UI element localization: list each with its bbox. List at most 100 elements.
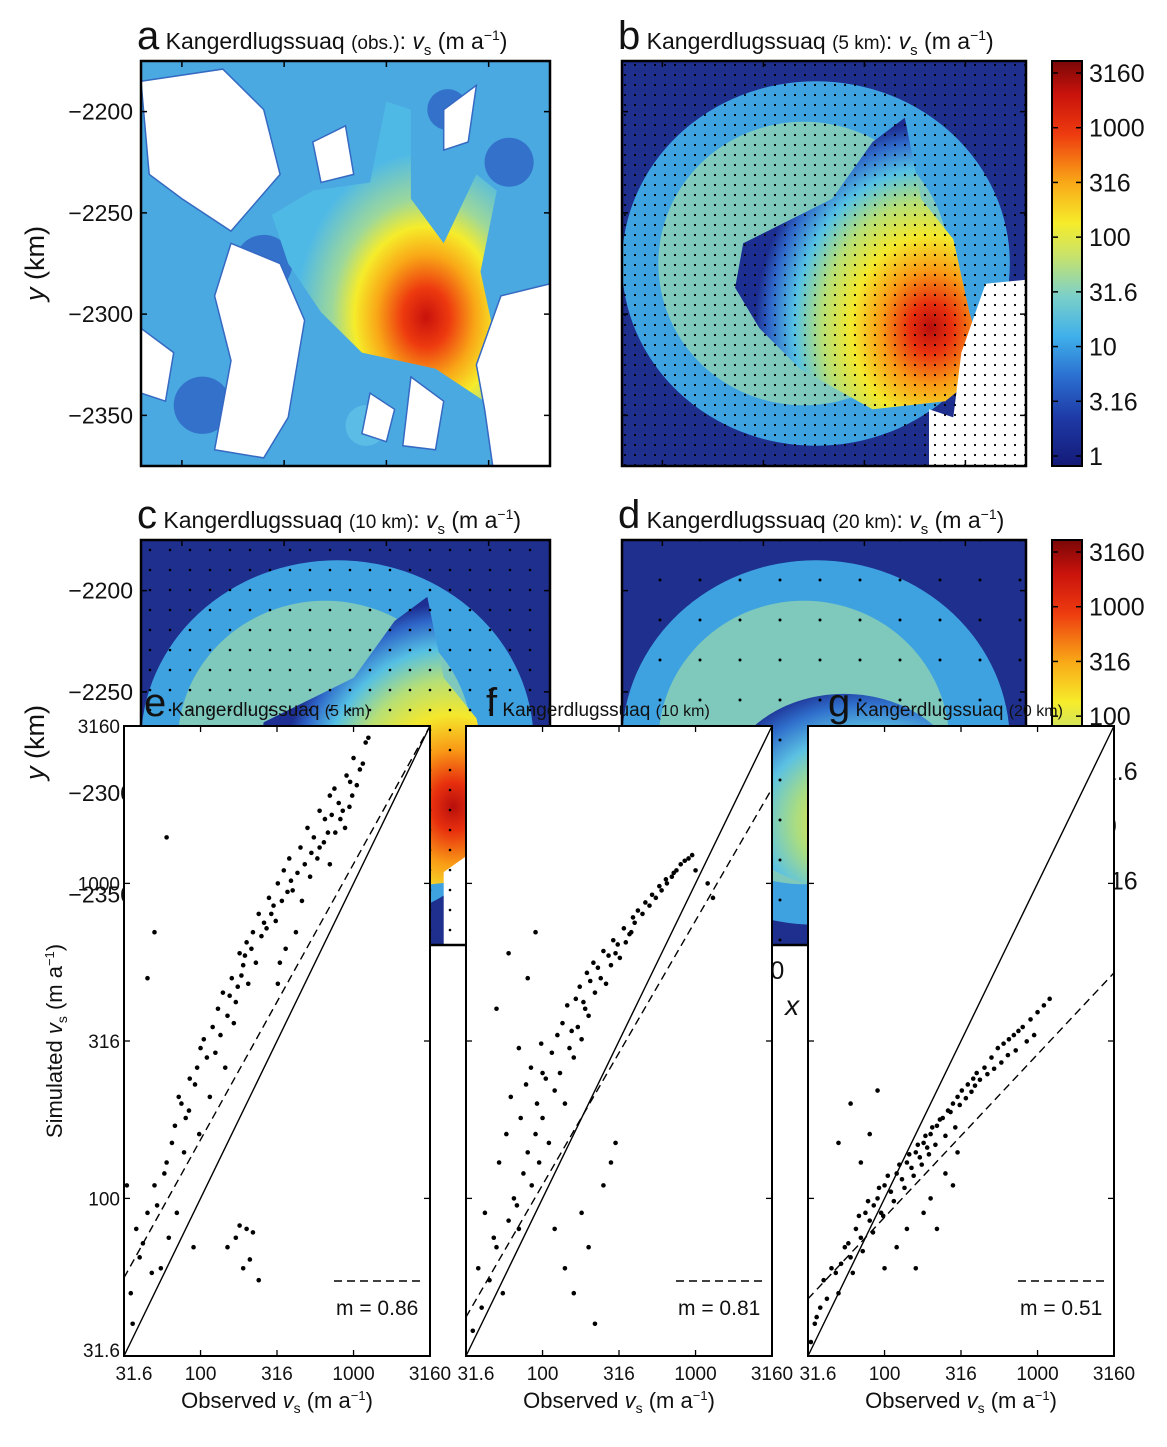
scatter-point [277, 960, 283, 966]
scatter-point [640, 911, 645, 917]
map-y-tick-label: −2300 [68, 780, 133, 806]
map-field [622, 61, 1026, 466]
scatter-point [657, 883, 662, 889]
scatter-point [894, 1171, 899, 1176]
scatter-point [295, 870, 300, 876]
scatter-y-tick-label: 100 [88, 1189, 120, 1210]
scatter-point [259, 933, 264, 939]
scatter-point [584, 970, 590, 976]
scatter-point [581, 999, 586, 1005]
scatter-point [357, 767, 363, 772]
scatter-point [305, 825, 310, 831]
scatter-point [663, 877, 669, 882]
scatter-point [128, 1290, 134, 1296]
scatter-point [913, 1150, 919, 1155]
scatter-point [571, 1055, 577, 1060]
colorbar-tick-label: 1 [1089, 443, 1103, 471]
scatter-point [606, 953, 611, 958]
scatter-point [573, 996, 579, 1002]
scatter-point [504, 1131, 509, 1137]
scatter-point [846, 1241, 851, 1246]
scatter-point [242, 953, 248, 958]
scatter-point [693, 868, 698, 873]
scatter-x-axis-label: Observed vs (m a−1) [181, 1388, 373, 1416]
scatter-point [575, 1024, 581, 1030]
scatter-point [516, 1226, 522, 1232]
map-frame [620, 59, 1028, 468]
scatter-point [518, 1115, 524, 1121]
scatter-y-axis-label: Simulated vs (m a−1) [42, 944, 70, 1138]
scatter-point [220, 990, 226, 995]
scatter-point [253, 960, 259, 966]
scatter-point [196, 1131, 202, 1137]
scatter-point [557, 1070, 563, 1076]
scatter-point [1041, 1003, 1047, 1008]
colorbar-tick-label: 1000 [1089, 594, 1145, 622]
scatter-point [848, 1101, 853, 1106]
scatter-point [506, 950, 511, 956]
scatter-point [307, 874, 313, 880]
scatter-point [982, 1065, 987, 1070]
scatter-point [948, 1109, 953, 1115]
scatter-point [201, 1036, 207, 1042]
scatter-point [491, 1235, 497, 1241]
scatter-point [608, 1160, 614, 1165]
scatter-point [921, 1210, 926, 1216]
scatter-point [271, 903, 276, 908]
scatter-point [494, 1006, 499, 1012]
scatter-point [928, 1131, 933, 1137]
scatter-point [906, 1152, 912, 1157]
scatter-point [322, 816, 328, 822]
scatter-point [582, 1006, 588, 1012]
scatter-panel-e: 31.631.6 100 100 316 316 1000 1000 3160 3160 m = … [42, 681, 451, 1416]
scatter-point [659, 888, 664, 893]
scatter-point [970, 1076, 976, 1081]
scatter-point [867, 1218, 873, 1223]
scatter-point [233, 1235, 239, 1241]
map-y-tick-label: −2300 [68, 301, 133, 327]
scatter-point [842, 1244, 848, 1250]
scatter-point [929, 1125, 935, 1130]
scatter-point [885, 1173, 891, 1179]
scatter-point [298, 845, 303, 850]
map-shade [484, 137, 534, 187]
colorbar-1: 3160 1000 316 100 31.6 10 3.16 1 [1051, 60, 1145, 471]
scatter-point [244, 940, 249, 945]
map-y-axis-label: y (km) [20, 705, 50, 782]
map-title: b Kangerdlugssuaq (5 km): vs (m a−1) [618, 14, 994, 59]
scatter-point [288, 878, 294, 883]
no-data-region [311, 124, 355, 184]
scatter-point [833, 1270, 839, 1276]
scatter-x-tick-label: 100 [185, 1364, 217, 1385]
no-data-region [141, 68, 281, 233]
scatter-point [290, 888, 295, 893]
scatter-point [821, 1277, 826, 1283]
scatter-point [149, 1270, 155, 1276]
scatter-point [897, 1162, 902, 1167]
scatter-point [1005, 1052, 1011, 1058]
regression-line [123, 725, 431, 1279]
scatter-point [140, 1241, 146, 1246]
scatter-point [273, 918, 279, 924]
scatter-x-tick-label: 100 [527, 1364, 559, 1385]
scatter-point [344, 773, 349, 778]
scatter-point [237, 1223, 242, 1228]
scatter-x-tick-label: 3160 [409, 1364, 451, 1385]
colorbar-gradient [1052, 61, 1082, 466]
scatter-point [521, 1171, 526, 1176]
scatter-point [317, 808, 322, 814]
scatter-point [934, 1226, 940, 1232]
scatter-point [340, 808, 346, 814]
scatter-point [166, 1235, 172, 1241]
scatter-point [888, 1189, 894, 1195]
scatter-point [911, 1173, 916, 1179]
scatter-point [555, 1032, 560, 1038]
scatter-point [174, 1210, 180, 1216]
scatter-point [902, 1185, 907, 1191]
scatter-point [592, 990, 598, 995]
map-title: d Kangerdlugssuaq (20 km): vs (m a−1) [618, 493, 1004, 538]
scatter-point [904, 1160, 910, 1165]
map-field [141, 61, 550, 466]
scatter-point [649, 892, 655, 898]
scatter-point [915, 1142, 921, 1148]
